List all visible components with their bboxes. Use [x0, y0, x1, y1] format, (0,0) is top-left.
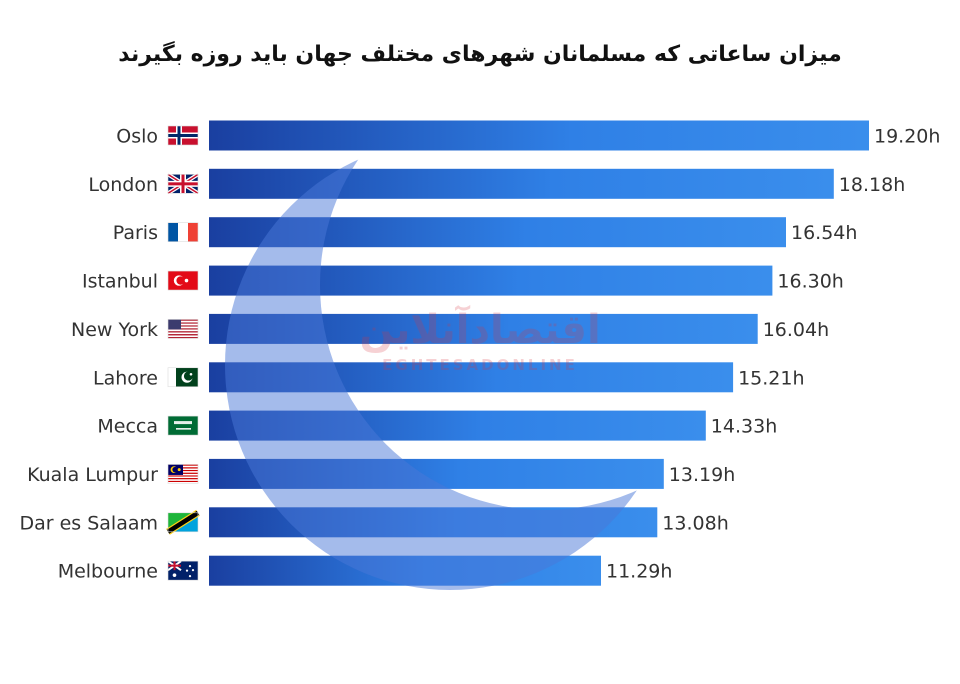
- uk-flag-icon: [166, 172, 200, 196]
- saudi-flag-icon: [167, 415, 199, 436]
- category-label: Kuala Lumpur: [27, 464, 158, 486]
- norway-flag-icon: [167, 125, 199, 146]
- value-label: 14.33h: [711, 416, 777, 438]
- chart-title: میزان ساعاتی که مسلمانان شهرهای مختلف جه…: [118, 42, 842, 67]
- bar-oslo: [209, 120, 869, 151]
- turkey-flag-icon: [167, 270, 199, 291]
- pakistan-flag-icon: [167, 367, 199, 388]
- category-label: Lahore: [93, 367, 158, 389]
- category-label: London: [88, 174, 158, 196]
- value-label: 16.30h: [777, 271, 843, 293]
- malaysia-flag-icon: [167, 464, 199, 484]
- value-label: 19.20h: [874, 126, 940, 148]
- category-label: Istanbul: [82, 271, 158, 293]
- value-label: 13.19h: [669, 464, 735, 486]
- category-label: New York: [71, 319, 158, 341]
- category-label: Oslo: [116, 126, 158, 148]
- value-label: 16.54h: [791, 222, 857, 244]
- value-label: 16.04h: [763, 319, 829, 341]
- category-label: Dar es Salaam: [19, 512, 158, 534]
- value-label: 15.21h: [738, 367, 804, 389]
- tanzania-flag-icon: [166, 509, 200, 535]
- value-label: 13.08h: [662, 512, 728, 534]
- category-label: Mecca: [97, 416, 158, 438]
- category-label: Paris: [113, 222, 158, 244]
- value-label: 11.29h: [606, 561, 672, 583]
- usa-flag-icon: [167, 319, 199, 339]
- value-label: 18.18h: [839, 174, 905, 196]
- australia-flag-icon: [167, 560, 199, 581]
- france-flag-icon: [167, 222, 199, 242]
- category-label: Melbourne: [58, 561, 158, 583]
- crescent-moon-icon: [225, 140, 675, 590]
